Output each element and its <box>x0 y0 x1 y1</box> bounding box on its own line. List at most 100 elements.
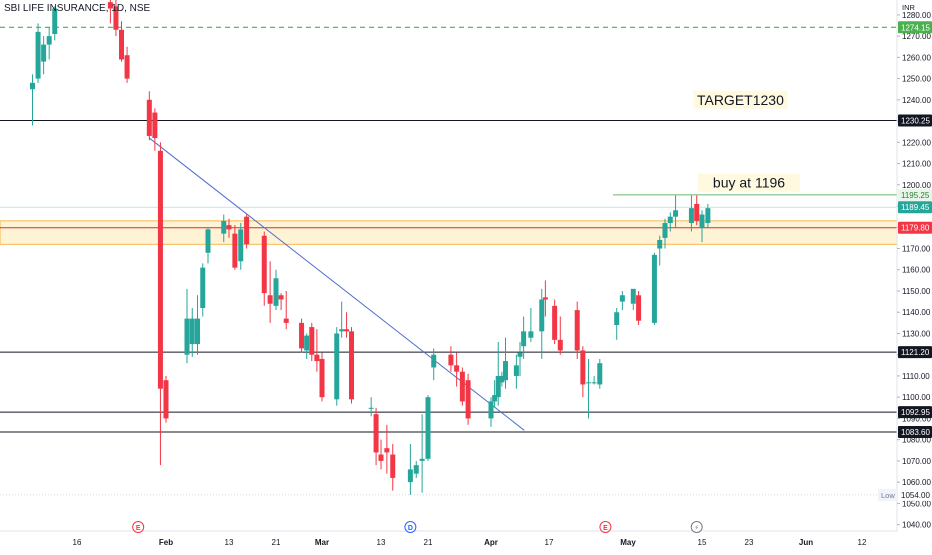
candle-body[interactable] <box>390 454 396 478</box>
annotation-label[interactable]: TARGET1230 <box>697 92 784 108</box>
candle-body[interactable] <box>35 31 41 79</box>
price-line-tag[interactable]: 1092.95 <box>901 408 930 417</box>
candle-body[interactable] <box>319 358 325 398</box>
candle-body[interactable] <box>574 310 580 351</box>
candle-body[interactable] <box>591 382 597 384</box>
candle-body[interactable] <box>378 454 384 461</box>
candle-body[interactable] <box>407 469 413 483</box>
low-price-tag[interactable]: 1054.00 <box>901 491 930 500</box>
candle-body[interactable] <box>552 305 558 340</box>
candle-body[interactable] <box>146 99 152 136</box>
candle-body[interactable] <box>226 225 232 230</box>
candle-body[interactable] <box>586 382 591 384</box>
annotation-label[interactable]: buy at 1196 <box>713 175 785 191</box>
candle-body[interactable] <box>113 6 119 30</box>
candle-body[interactable] <box>334 333 340 400</box>
candle-body[interactable] <box>521 331 527 347</box>
candle-body[interactable] <box>314 354 320 362</box>
candle-body[interactable] <box>261 235 267 294</box>
candle-body[interactable] <box>232 233 238 268</box>
candle-body[interactable] <box>339 329 345 332</box>
candle-body[interactable] <box>200 267 206 308</box>
candle-body[interactable] <box>705 208 711 224</box>
candle-body[interactable] <box>46 36 52 45</box>
candle-body[interactable] <box>651 254 657 323</box>
candle-body[interactable] <box>184 318 190 355</box>
candle-body[interactable] <box>384 448 390 453</box>
candle-body[interactable] <box>309 327 315 355</box>
candle-body[interactable] <box>349 331 354 400</box>
candle-body[interactable] <box>694 203 700 221</box>
split-event-icon[interactable] <box>690 521 703 533</box>
candle-body[interactable] <box>413 465 419 474</box>
candle-body[interactable] <box>614 312 620 325</box>
current-price-tag[interactable]: 1189.45 <box>901 203 930 212</box>
candle-body[interactable] <box>163 380 169 419</box>
candle-body[interactable] <box>495 375 501 398</box>
support-zone[interactable] <box>0 220 898 245</box>
candle-body[interactable] <box>373 414 379 453</box>
candle-body[interactable] <box>528 331 534 338</box>
candle-body[interactable] <box>657 240 663 249</box>
earnings-event-icon[interactable] <box>599 521 612 533</box>
price-line-tag[interactable]: 1195.25 <box>901 191 930 200</box>
candle-body[interactable] <box>619 295 625 302</box>
candle-body[interactable] <box>499 375 505 383</box>
candle-body[interactable] <box>221 220 227 234</box>
candle-body[interactable] <box>273 278 279 306</box>
candle-body[interactable] <box>124 55 130 79</box>
candle-body[interactable] <box>425 397 431 459</box>
candle-body[interactable] <box>157 150 163 389</box>
candle-body[interactable] <box>244 216 250 245</box>
earnings-event-icon[interactable] <box>132 521 145 533</box>
candle-body[interactable] <box>344 329 350 332</box>
candle-body[interactable] <box>152 112 158 139</box>
candle-body[interactable] <box>431 354 437 368</box>
candle-body[interactable] <box>517 352 523 357</box>
candle-body[interactable] <box>195 318 200 345</box>
candle-body[interactable] <box>205 229 211 253</box>
candle-body[interactable] <box>107 2 113 9</box>
price-line-tag[interactable]: 1230.25 <box>901 117 930 126</box>
candle-body[interactable] <box>636 295 642 321</box>
price-line-tag[interactable]: 1274.15 <box>901 23 930 32</box>
current-price-tag[interactable]: 1179.80 <box>901 224 930 233</box>
candle-body[interactable] <box>299 322 305 349</box>
candle-body[interactable] <box>368 407 374 409</box>
candle-body[interactable] <box>597 363 603 385</box>
candle-body[interactable] <box>448 354 454 366</box>
candle-body[interactable] <box>503 361 508 381</box>
candle-body[interactable] <box>630 288 636 304</box>
candle-body[interactable] <box>52 8 58 34</box>
dividend-event-icon[interactable] <box>404 521 417 533</box>
candle-body[interactable] <box>542 297 548 300</box>
candle-body[interactable] <box>267 295 273 304</box>
candle-body[interactable] <box>454 365 460 372</box>
candle-body[interactable] <box>539 299 545 332</box>
candle-body[interactable] <box>304 335 310 351</box>
price-line-tag[interactable]: 1121.20 <box>901 348 930 357</box>
candle-body[interactable] <box>488 401 494 419</box>
candle-body[interactable] <box>673 210 679 217</box>
candle-body[interactable] <box>283 318 289 323</box>
candle-body[interactable] <box>41 44 47 62</box>
candle-body[interactable] <box>513 365 519 376</box>
candle-body[interactable] <box>30 82 35 90</box>
candle-body[interactable] <box>557 339 563 351</box>
candle-body[interactable] <box>580 350 586 385</box>
price-line-tag[interactable]: 1083.60 <box>901 428 930 437</box>
candle-body[interactable] <box>119 29 124 60</box>
candle-body[interactable] <box>688 208 694 224</box>
candle-body[interactable] <box>459 371 465 402</box>
candle-body[interactable] <box>667 216 673 224</box>
candle-body[interactable] <box>662 223 668 238</box>
candle-body[interactable] <box>189 318 195 345</box>
candle-body[interactable] <box>278 295 284 300</box>
candle-body[interactable] <box>419 458 425 461</box>
candle-body[interactable] <box>492 395 498 402</box>
candle-body[interactable] <box>699 214 705 228</box>
candle-body[interactable] <box>465 380 471 419</box>
candle-body[interactable] <box>238 229 244 262</box>
